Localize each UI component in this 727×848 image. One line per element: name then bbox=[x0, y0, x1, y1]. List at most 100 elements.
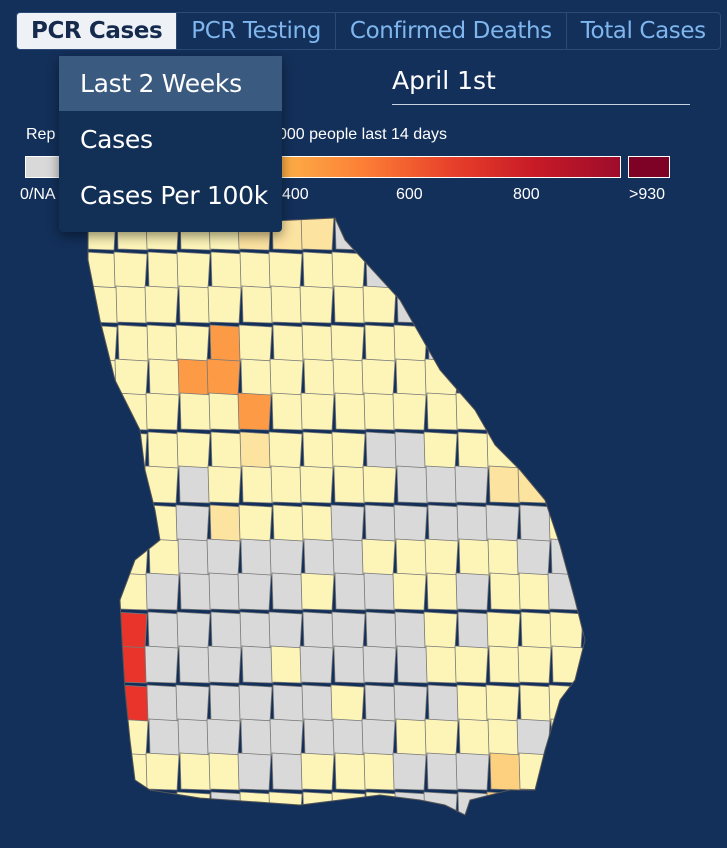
county-shape[interactable] bbox=[489, 752, 524, 791]
county-shape[interactable] bbox=[146, 504, 181, 543]
county-shape[interactable] bbox=[87, 465, 121, 504]
county-shape[interactable] bbox=[271, 752, 306, 791]
county-shape[interactable] bbox=[87, 285, 121, 324]
county-shape[interactable] bbox=[520, 611, 555, 650]
county-shape[interactable] bbox=[272, 324, 307, 363]
county-shape[interactable] bbox=[87, 645, 121, 684]
county-shape[interactable] bbox=[115, 465, 150, 504]
county-shape[interactable] bbox=[210, 431, 245, 470]
county-shape[interactable] bbox=[426, 392, 461, 431]
county-shape[interactable] bbox=[520, 431, 555, 470]
county-shape[interactable] bbox=[363, 752, 398, 791]
county-shape[interactable] bbox=[362, 285, 397, 324]
county-shape[interactable] bbox=[240, 718, 275, 757]
county-shape[interactable] bbox=[237, 752, 272, 791]
county-shape[interactable] bbox=[487, 538, 522, 577]
county-shape[interactable] bbox=[268, 431, 303, 470]
county-shape[interactable] bbox=[237, 572, 272, 611]
county-shape[interactable] bbox=[175, 684, 210, 723]
county-shape[interactable] bbox=[517, 285, 552, 324]
county-shape[interactable] bbox=[83, 392, 117, 431]
county-shape[interactable] bbox=[268, 611, 303, 650]
county-shape[interactable] bbox=[365, 251, 400, 290]
county-shape[interactable] bbox=[86, 718, 120, 757]
county-shape[interactable] bbox=[365, 791, 400, 829]
tab-total-cases[interactable]: Total Cases bbox=[580, 18, 706, 44]
county-shape[interactable] bbox=[302, 251, 337, 290]
county-shape[interactable] bbox=[396, 645, 431, 684]
county-shape[interactable] bbox=[302, 431, 337, 470]
county-shape[interactable] bbox=[363, 213, 398, 251]
county-shape[interactable] bbox=[330, 504, 365, 543]
county-shape[interactable] bbox=[455, 572, 490, 611]
county-shape[interactable] bbox=[147, 251, 182, 290]
county-shape[interactable] bbox=[455, 752, 490, 791]
county-shape[interactable] bbox=[364, 504, 399, 543]
county-shape[interactable] bbox=[85, 791, 119, 829]
county-shape[interactable] bbox=[270, 645, 305, 684]
county-shape[interactable] bbox=[208, 392, 243, 431]
county-shape[interactable] bbox=[519, 684, 554, 723]
county-shape[interactable] bbox=[394, 611, 429, 650]
county-shape[interactable] bbox=[269, 538, 304, 577]
county-shape[interactable] bbox=[547, 392, 582, 431]
county-shape[interactable] bbox=[331, 431, 366, 470]
county-shape[interactable] bbox=[361, 358, 396, 397]
county-shape[interactable] bbox=[549, 431, 584, 470]
county-shape[interactable] bbox=[177, 538, 212, 577]
county-shape[interactable] bbox=[489, 572, 524, 611]
county-shape[interactable] bbox=[332, 718, 367, 757]
county-shape[interactable] bbox=[488, 645, 523, 684]
county-shape[interactable] bbox=[178, 645, 213, 684]
county-shape[interactable] bbox=[115, 645, 150, 684]
county-shape[interactable] bbox=[548, 324, 583, 363]
county-shape[interactable] bbox=[176, 251, 211, 290]
county-shape[interactable] bbox=[549, 791, 584, 829]
county-shape[interactable] bbox=[148, 718, 183, 757]
county-shape[interactable] bbox=[457, 611, 492, 650]
county-shape[interactable] bbox=[209, 504, 244, 543]
county-shape[interactable] bbox=[269, 718, 304, 757]
county-shape[interactable] bbox=[207, 465, 242, 504]
county-shape[interactable] bbox=[424, 358, 459, 397]
county-shape[interactable] bbox=[487, 718, 522, 757]
county-shape[interactable] bbox=[396, 465, 431, 504]
county-shape[interactable] bbox=[175, 504, 210, 543]
county-shape[interactable] bbox=[548, 684, 583, 723]
county-shape[interactable] bbox=[485, 504, 520, 543]
county-shape[interactable] bbox=[144, 285, 179, 324]
county-shape[interactable] bbox=[487, 358, 522, 397]
county-shape[interactable] bbox=[206, 718, 241, 757]
county-shape[interactable] bbox=[85, 611, 119, 650]
county-shape[interactable] bbox=[424, 538, 459, 577]
county-shape[interactable] bbox=[209, 324, 244, 363]
county-shape[interactable] bbox=[334, 213, 369, 251]
county-shape[interactable] bbox=[425, 285, 460, 324]
county-shape[interactable] bbox=[208, 752, 243, 791]
county-shape[interactable] bbox=[361, 538, 396, 577]
county-shape[interactable] bbox=[550, 538, 585, 577]
county-shape[interactable] bbox=[303, 718, 338, 757]
county-shape[interactable] bbox=[485, 324, 520, 363]
county-shape[interactable] bbox=[518, 213, 553, 251]
county-shape[interactable] bbox=[361, 718, 396, 757]
county-shape[interactable] bbox=[486, 431, 521, 470]
county-shape[interactable] bbox=[178, 285, 213, 324]
county-shape[interactable] bbox=[175, 324, 210, 363]
county-shape[interactable] bbox=[365, 431, 400, 470]
county-shape[interactable] bbox=[396, 285, 431, 324]
county-shape[interactable] bbox=[272, 684, 307, 723]
county-shape[interactable] bbox=[333, 645, 368, 684]
county-shape[interactable] bbox=[330, 684, 365, 723]
county-shape[interactable] bbox=[176, 611, 211, 650]
county-shape[interactable] bbox=[551, 465, 585, 504]
county-shape[interactable] bbox=[117, 684, 152, 723]
dropdown-item-cases[interactable]: Cases bbox=[80, 125, 153, 154]
county-shape[interactable] bbox=[332, 358, 367, 397]
county-shape[interactable] bbox=[83, 752, 117, 791]
county-shape[interactable] bbox=[489, 392, 524, 431]
county-shape[interactable] bbox=[517, 645, 552, 684]
county-shape[interactable] bbox=[301, 324, 336, 363]
county-shape[interactable] bbox=[427, 684, 462, 723]
county-shape[interactable] bbox=[145, 752, 180, 791]
